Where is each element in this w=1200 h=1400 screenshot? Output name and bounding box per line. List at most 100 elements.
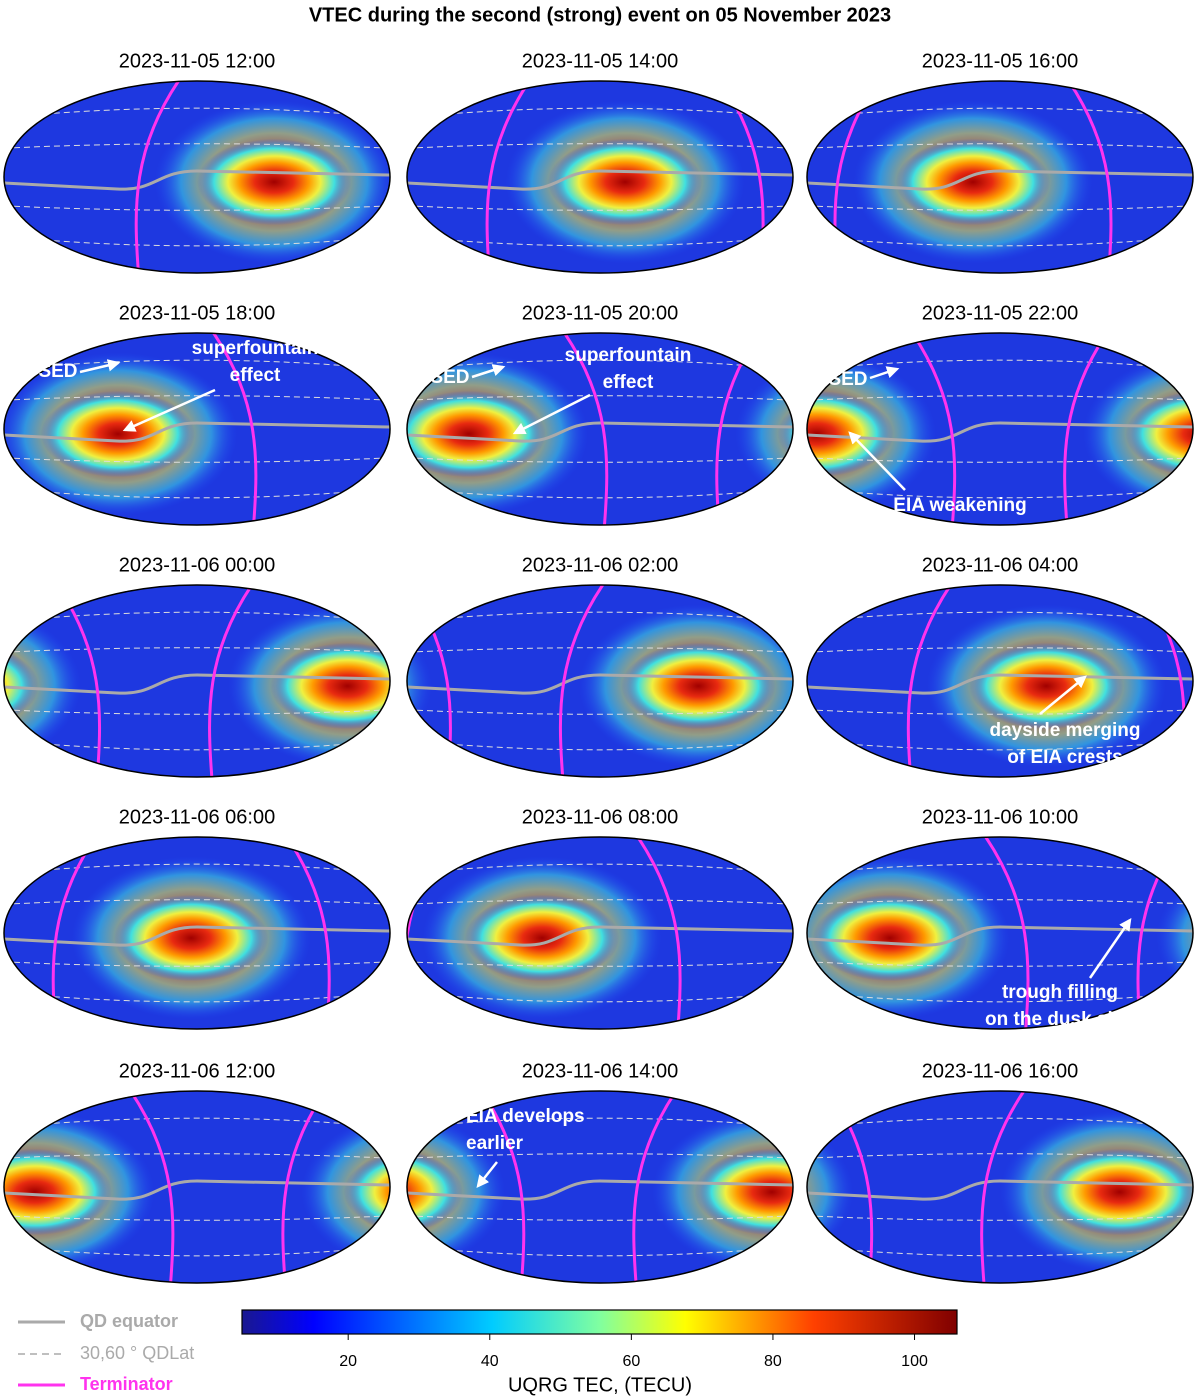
annotation-arrow — [1039, 675, 1087, 715]
map-border — [406, 584, 794, 778]
map-body — [807, 81, 1193, 273]
map-border — [406, 80, 794, 274]
qdlat-line — [407, 863, 793, 874]
qdlat-line — [407, 107, 793, 118]
terminator — [906, 585, 952, 777]
qdlat-line — [807, 899, 1193, 905]
map-panel — [806, 332, 1194, 526]
qdlat-line — [4, 395, 390, 401]
qdlat-line — [4, 107, 390, 118]
qdlat-line — [807, 236, 1193, 247]
qdlat-line — [807, 488, 1193, 499]
terminator — [563, 333, 609, 525]
map-body — [407, 1091, 793, 1283]
qdlat-line — [4, 611, 390, 622]
map-border — [406, 332, 794, 526]
qd-equator — [4, 169, 390, 191]
map-border — [3, 332, 391, 526]
panel-title: 2023-11-06 10:00 — [922, 806, 1078, 828]
qdlat-line — [4, 1117, 390, 1128]
qdlat-line — [4, 899, 390, 905]
figure-title: VTEC during the second (strong) event on… — [309, 4, 891, 26]
qdlat-line — [407, 143, 793, 149]
qdlat-line — [407, 236, 793, 247]
qdlat-line — [4, 205, 390, 211]
qdlat-line — [807, 961, 1193, 967]
map-panel — [3, 332, 391, 526]
qd-equator — [407, 925, 793, 947]
map-panel — [406, 80, 794, 274]
qdlat-line — [4, 488, 390, 499]
map-border — [3, 80, 391, 274]
panel-title: 2023-11-06 02:00 — [522, 554, 678, 576]
tec-core — [1042, 1148, 1193, 1236]
qdlat-line — [807, 740, 1193, 751]
qd-equator — [807, 673, 1193, 695]
tec-halo — [1082, 352, 1193, 516]
map-panel — [3, 836, 391, 1030]
annotation-arrow — [122, 388, 216, 432]
qdlat-line — [807, 709, 1193, 715]
map-border — [3, 836, 391, 1030]
qd-equator — [807, 169, 1193, 191]
qd-equator — [4, 421, 390, 443]
annotation-text: SED — [38, 361, 77, 382]
terminator — [56, 585, 102, 777]
qdlat-line — [807, 359, 1193, 370]
qdlat-line — [407, 1215, 793, 1221]
terminator — [1067, 81, 1113, 273]
map-body — [407, 585, 793, 777]
panel-title: 2023-11-06 16:00 — [922, 1060, 1078, 1082]
annotation-arrow — [79, 359, 121, 374]
tec-core — [197, 138, 352, 226]
map-border — [406, 836, 794, 1030]
tec-core — [40, 390, 196, 478]
qdlat-line — [407, 395, 793, 401]
panel-title: 2023-11-05 16:00 — [922, 50, 1078, 72]
terminator — [134, 81, 180, 273]
tec-core — [621, 642, 776, 730]
annotation-text: earlier — [466, 1133, 524, 1154]
qdlat-line — [4, 709, 390, 715]
terminator — [636, 837, 682, 1029]
annotation-text: trough filling — [1002, 982, 1118, 1003]
qdlat-line — [4, 143, 390, 149]
panel-title: 2023-11-06 04:00 — [922, 554, 1078, 576]
qdlat-line — [407, 488, 793, 499]
panel-title: 2023-11-05 14:00 — [522, 50, 678, 72]
qdlat-line — [807, 863, 1193, 874]
map-body — [407, 81, 793, 273]
qd-equator — [4, 925, 390, 947]
annotation-text: EIA develops — [466, 1106, 585, 1127]
tec-core — [895, 138, 1051, 226]
colorbar-label: UQRG TEC, (TECU) — [508, 1374, 692, 1396]
annotation-text: effect — [230, 365, 281, 386]
qdlat-line — [407, 611, 793, 622]
qd-equator — [407, 673, 793, 695]
map-body — [807, 837, 1193, 1029]
tec-core — [807, 390, 894, 478]
qdlat-line — [807, 611, 1193, 622]
annotation-text: superfountain — [565, 345, 692, 366]
terminator — [212, 333, 258, 525]
terminator — [984, 837, 1030, 1029]
map-panel — [3, 1090, 391, 1284]
qdlat-line — [407, 1117, 793, 1128]
annotation-text: SED — [828, 369, 867, 390]
panel-title: 2023-11-05 20:00 — [522, 302, 678, 324]
colorbar-tick-label: 60 — [622, 1353, 640, 1370]
terminator — [632, 1091, 678, 1283]
qd-equator — [407, 169, 793, 191]
qdlat-line — [407, 1153, 793, 1159]
qdlat-line — [807, 457, 1193, 463]
tec-halo — [407, 1110, 506, 1274]
map-body — [4, 1091, 390, 1283]
colorbar-tick-label: 80 — [764, 1353, 782, 1370]
annotation-arrow — [1088, 917, 1132, 979]
tec-core — [4, 1148, 113, 1236]
qdlat-line — [807, 1215, 1193, 1221]
qdlat-line — [807, 1117, 1193, 1128]
annotation-text: effect — [603, 372, 654, 393]
terminator — [208, 585, 254, 777]
